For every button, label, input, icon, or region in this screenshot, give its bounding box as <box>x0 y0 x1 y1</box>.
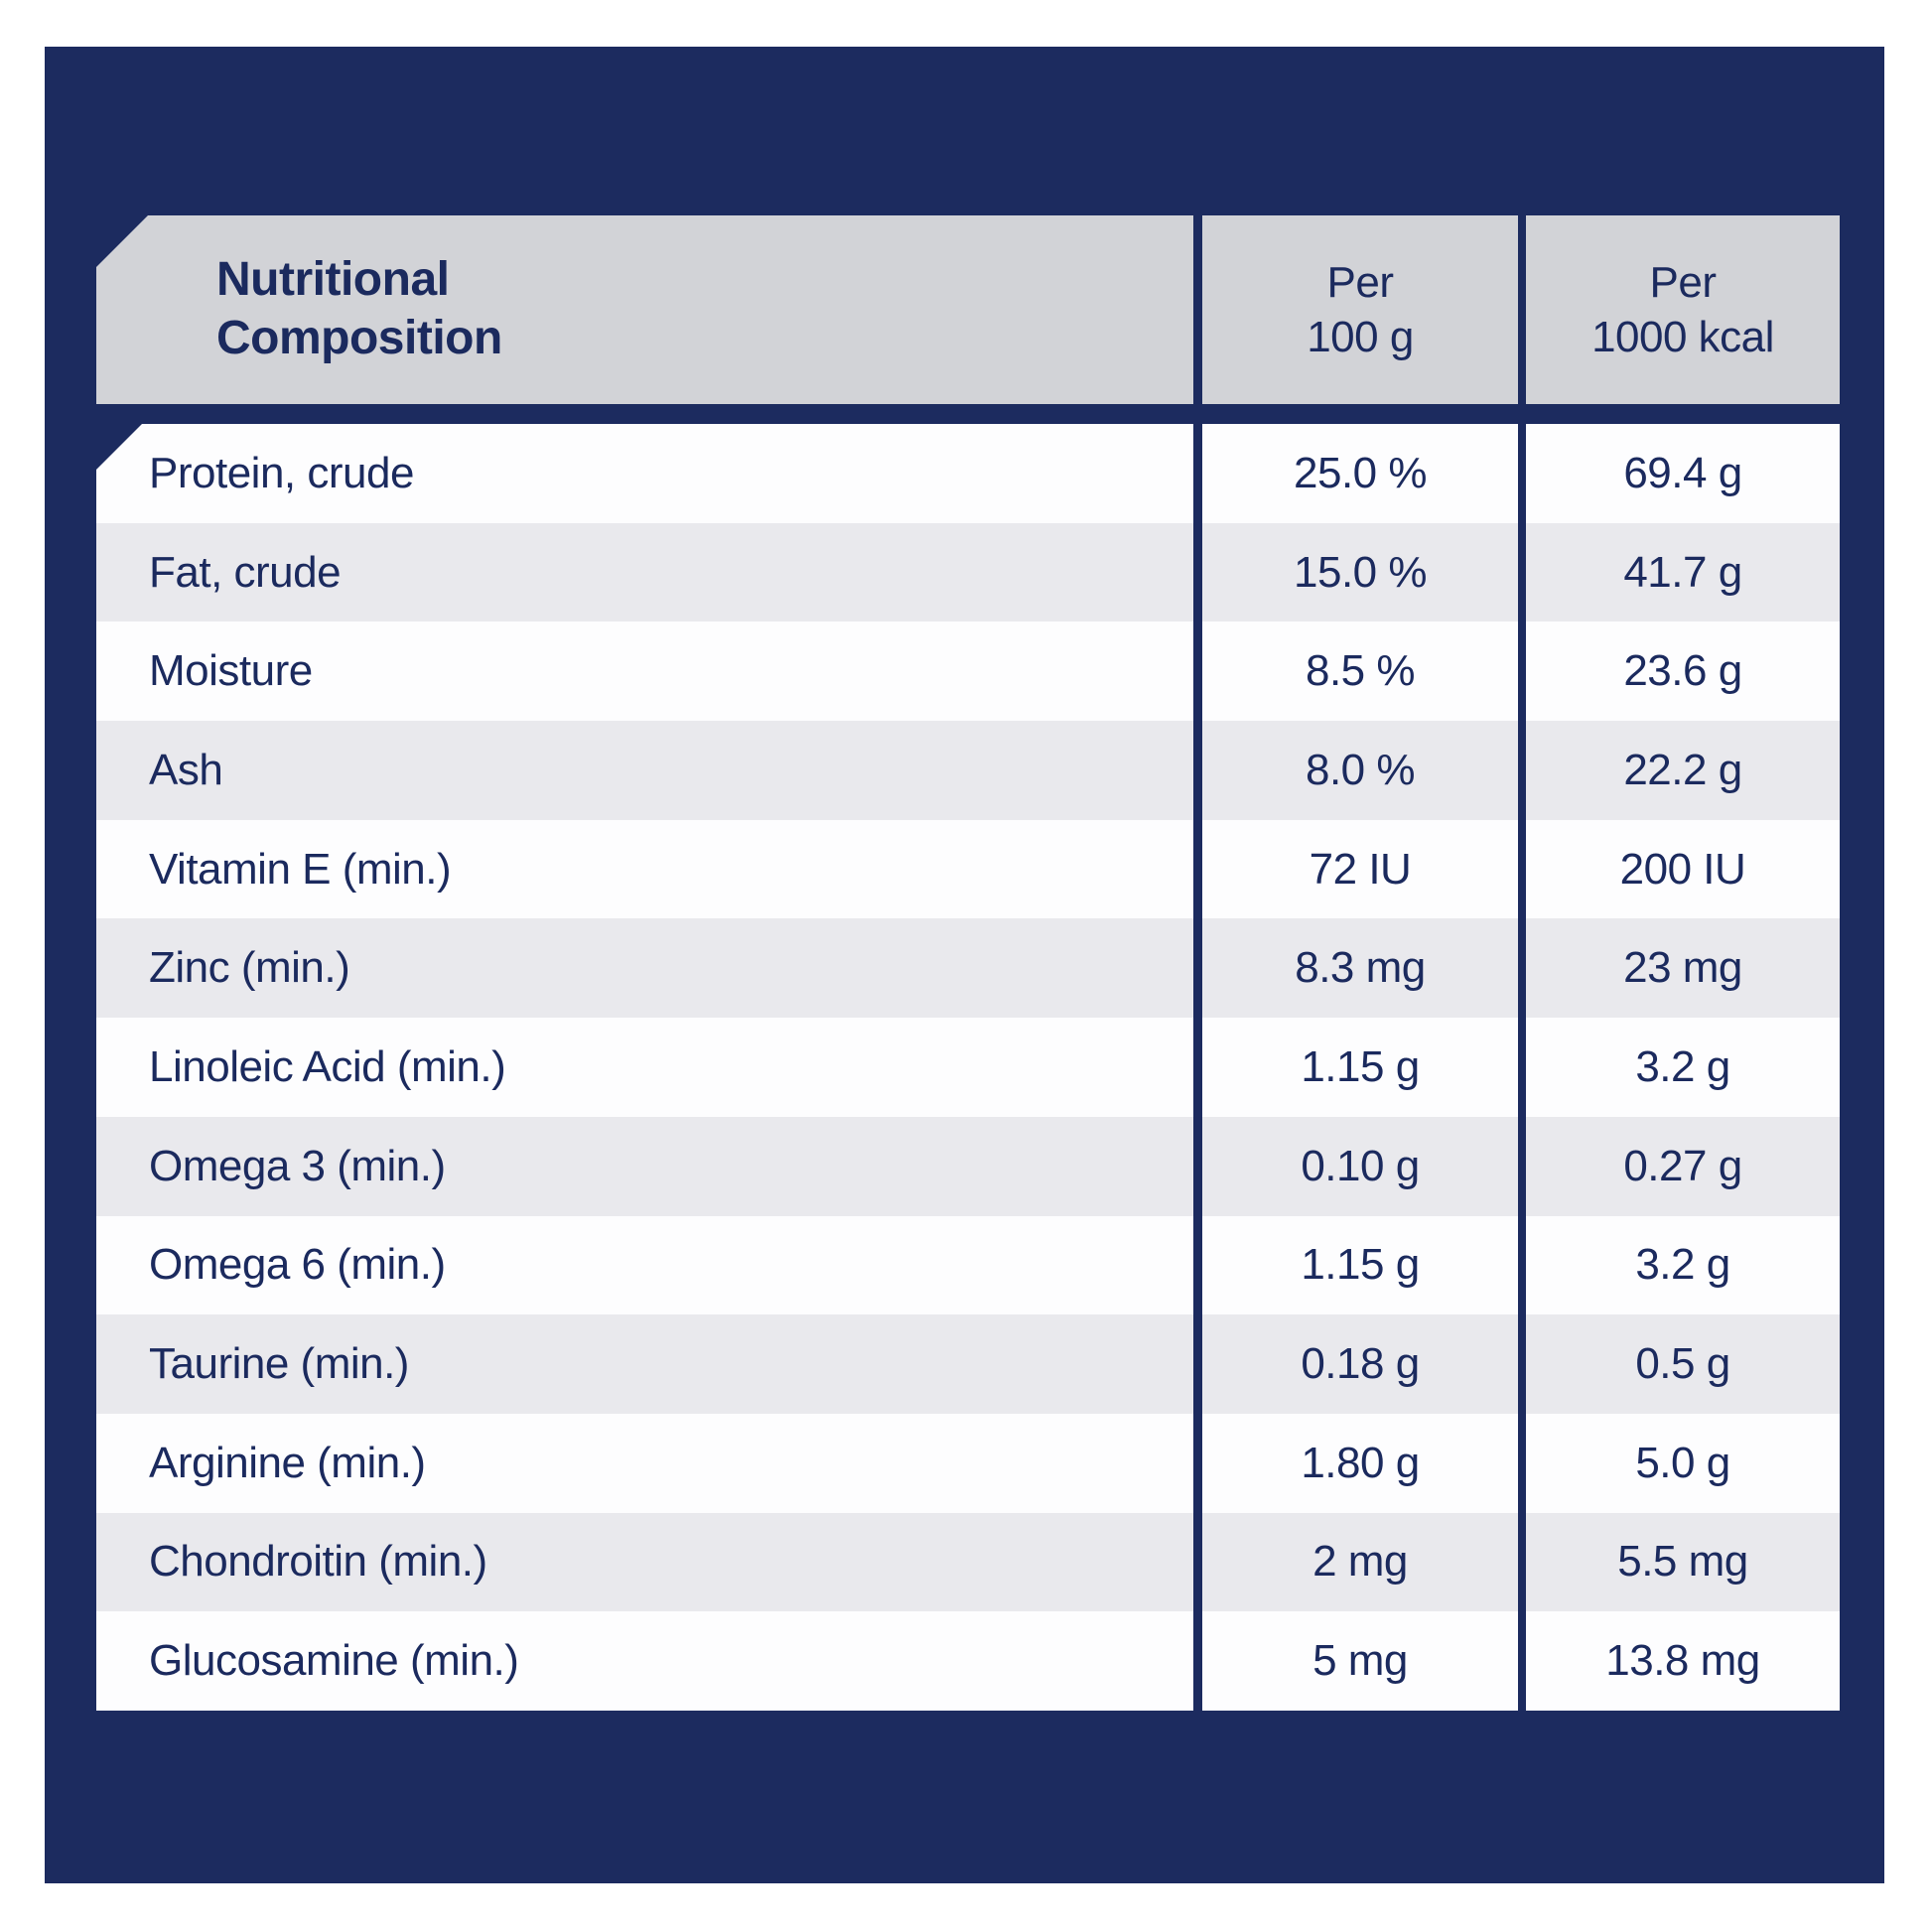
value-per-1000kcal: 3.2 g <box>1518 1018 1840 1117</box>
value-per-100g: 8.3 mg <box>1193 918 1518 1019</box>
table-row: Omega 6 (min.) 1.15 g 3.2 g <box>96 1215 1840 1315</box>
table-body: Protein, crude 25.0 % 69.4 g Fat, crude … <box>96 424 1840 1711</box>
value-per-1000kcal: 5.0 g <box>1518 1413 1840 1513</box>
page-title-line1: Nutritional <box>216 253 450 307</box>
table-row: Zinc (min.) 8.3 mg 23 mg <box>96 918 1840 1019</box>
value-per-100g: 5 mg <box>1193 1611 1518 1711</box>
row-label: Ash <box>149 745 223 794</box>
value-per-100g: 1.15 g <box>1193 1215 1518 1315</box>
table-row: Linoleic Acid (min.) 1.15 g 3.2 g <box>96 1018 1840 1117</box>
value-per-100g: 8.0 % <box>1193 721 1518 820</box>
row-label: Zinc (min.) <box>149 943 350 993</box>
value-per-100g: 0.18 g <box>1193 1314 1518 1414</box>
value-per-100g: 1.15 g <box>1193 1018 1518 1117</box>
value-per-100g: 1.80 g <box>1193 1413 1518 1513</box>
value-per-1000kcal: 41.7 g <box>1518 522 1840 622</box>
value-per-100g: 2 mg <box>1193 1512 1518 1612</box>
value-per-1000kcal: 3.2 g <box>1518 1215 1840 1315</box>
row-label: Glucosamine (min.) <box>149 1636 519 1686</box>
header-cell-composition: Nutritional Composition <box>96 215 1193 404</box>
value-per-100g: 0.10 g <box>1193 1116 1518 1216</box>
value-per-1000kcal: 23.6 g <box>1518 621 1840 722</box>
column-header-per-1000kcal: Per 1000 kcal <box>1591 258 1774 361</box>
row-label: Omega 6 (min.) <box>149 1240 446 1290</box>
row-label: Linoleic Acid (min.) <box>149 1041 506 1091</box>
table-row: Fat, crude 15.0 % 41.7 g <box>96 522 1840 622</box>
page-title: Nutritional Composition <box>149 251 502 367</box>
row-label: Moisture <box>149 646 313 696</box>
row-label: Fat, crude <box>149 547 342 597</box>
label-navy-panel: Nutritional Composition Per 100 g Per 10… <box>45 47 1884 1883</box>
value-per-100g: 15.0 % <box>1193 522 1518 622</box>
value-per-1000kcal: 200 IU <box>1518 819 1840 919</box>
table-row: Moisture 8.5 % 23.6 g <box>96 621 1840 722</box>
table-row: Chondroitin (min.) 2 mg 5.5 mg <box>96 1512 1840 1612</box>
table-row: Ash 8.0 % 22.2 g <box>96 721 1840 820</box>
value-per-100g: 25.0 % <box>1193 424 1518 523</box>
table-row: Protein, crude 25.0 % 69.4 g <box>96 424 1840 523</box>
value-per-1000kcal: 13.8 mg <box>1518 1611 1840 1711</box>
row-label: Protein, crude <box>149 448 414 497</box>
table-row: Vitamin E (min.) 72 IU 200 IU <box>96 819 1840 919</box>
table-row: Omega 3 (min.) 0.10 g 0.27 g <box>96 1116 1840 1216</box>
table-row: Arginine (min.) 1.80 g 5.0 g <box>96 1413 1840 1513</box>
column-header-per-100g: Per 100 g <box>1307 258 1414 361</box>
value-per-1000kcal: 5.5 mg <box>1518 1512 1840 1612</box>
value-per-1000kcal: 0.5 g <box>1518 1314 1840 1414</box>
table-header: Nutritional Composition Per 100 g Per 10… <box>96 215 1840 404</box>
row-label: Omega 3 (min.) <box>149 1141 446 1190</box>
value-per-100g: 8.5 % <box>1193 621 1518 722</box>
row-label: Vitamin E (min.) <box>149 844 452 894</box>
header-cell-per-1000kcal: Per 1000 kcal <box>1518 215 1840 404</box>
table-row: Glucosamine (min.) 5 mg 13.8 mg <box>96 1611 1840 1711</box>
value-per-1000kcal: 23 mg <box>1518 918 1840 1019</box>
value-per-1000kcal: 22.2 g <box>1518 721 1840 820</box>
header-cell-per-100g: Per 100 g <box>1193 215 1518 404</box>
page-title-line2: Composition <box>216 312 502 364</box>
value-per-100g: 72 IU <box>1193 819 1518 919</box>
table-row: Taurine (min.) 0.18 g 0.5 g <box>96 1314 1840 1414</box>
value-per-1000kcal: 0.27 g <box>1518 1116 1840 1216</box>
value-per-1000kcal: 69.4 g <box>1518 424 1840 523</box>
row-label: Arginine (min.) <box>149 1438 426 1487</box>
row-label: Chondroitin (min.) <box>149 1537 487 1587</box>
row-label: Taurine (min.) <box>149 1339 409 1389</box>
